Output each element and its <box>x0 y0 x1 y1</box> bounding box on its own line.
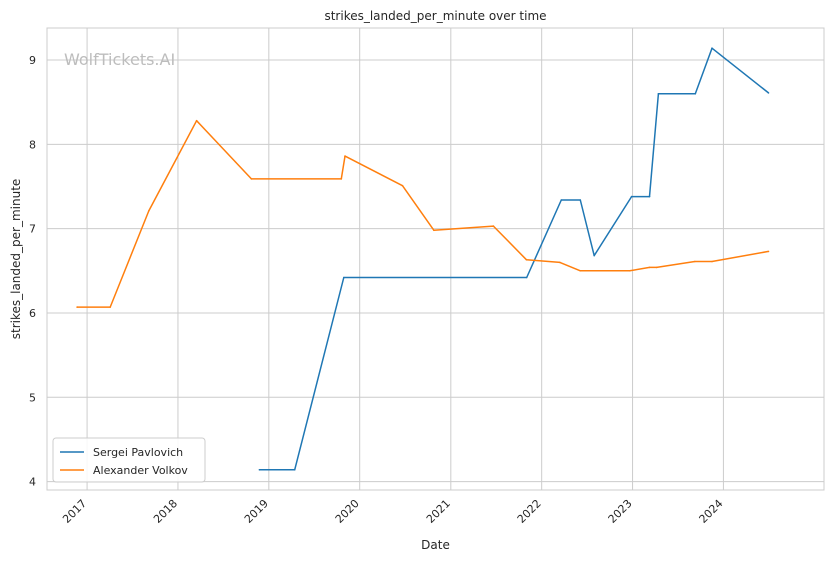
data-point-sergei-pavlovich <box>711 47 713 49</box>
legend: Sergei Pavlovich Alexander Volkov <box>52 437 206 483</box>
data-point-alexander-volkov <box>250 178 253 180</box>
data-point-sergei-pavlovich <box>694 93 697 95</box>
y-tick-label: 9 <box>29 54 36 67</box>
data-point-alexander-volkov <box>579 270 582 272</box>
data-point-alexander-volkov <box>344 155 346 157</box>
data-point-alexander-volkov <box>629 270 631 272</box>
data-point-alexander-volkov <box>148 210 150 212</box>
y-tick-label: 7 <box>29 223 36 236</box>
data-point-sergei-pavlovich <box>767 92 770 94</box>
data-point-sergei-pavlovich <box>560 199 563 201</box>
grid <box>47 28 824 490</box>
x-tick-label: 2024 <box>697 497 726 526</box>
data-point-sergei-pavlovich <box>657 93 660 95</box>
data-point-alexander-volkov <box>433 229 435 232</box>
data-point-alexander-volkov <box>648 266 651 269</box>
data-point-alexander-volkov <box>694 260 696 263</box>
data-point-sergei-pavlovich <box>293 469 296 471</box>
x-tick-label: 2021 <box>424 497 453 526</box>
watermark-text: WolfTickets.AI <box>64 50 175 69</box>
data-point-alexander-volkov <box>711 260 713 263</box>
data-point-alexander-volkov <box>559 261 561 264</box>
series-lines <box>76 47 770 471</box>
data-point-alexander-volkov <box>401 184 404 187</box>
x-tick-label: 2018 <box>151 497 180 526</box>
series-line-alexander-volkov <box>77 119 769 308</box>
x-tick-label: 2019 <box>242 497 271 526</box>
data-point-sergei-pavlovich <box>593 254 595 257</box>
data-point-alexander-volkov <box>109 306 111 308</box>
data-point-alexander-volkov <box>767 250 770 253</box>
y-tick-label: 6 <box>29 307 36 320</box>
data-point-sergei-pavlovich <box>525 276 528 279</box>
chart-title: strikes_landed_per_minute over time <box>324 9 546 23</box>
data-point-alexander-volkov <box>76 306 78 308</box>
plot-frame <box>46 27 825 491</box>
data-point-sergei-pavlovich <box>343 276 345 279</box>
x-tick-label: 2022 <box>515 497 544 526</box>
data-point-alexander-volkov <box>340 178 343 180</box>
x-tick-label: 2023 <box>606 497 635 526</box>
data-point-sergei-pavlovich <box>258 469 261 471</box>
data-point-alexander-volkov <box>655 266 658 269</box>
y-tick-label: 5 <box>29 391 36 404</box>
series-line-sergei-pavlovich <box>259 47 769 471</box>
y-tick-label: 4 <box>29 476 36 489</box>
y-tick-label: 8 <box>29 138 36 151</box>
x-tick-label: 2020 <box>333 497 362 526</box>
data-point-sergei-pavlovich <box>630 195 633 198</box>
data-point-alexander-volkov <box>525 259 528 261</box>
x-axis-title: Date <box>421 538 450 552</box>
x-tick-label: 2017 <box>60 497 89 526</box>
legend-label-alexander-volkov: Alexander Volkov <box>93 464 188 477</box>
y-axis-title: strikes_landed_per_minute <box>9 179 23 340</box>
data-point-alexander-volkov <box>492 225 495 227</box>
data-point-alexander-volkov <box>195 119 198 122</box>
data-point-sergei-pavlovich <box>579 199 582 201</box>
legend-box <box>52 437 206 483</box>
data-point-sergei-pavlovich <box>648 195 651 198</box>
legend-label-sergei-pavlovich: Sergei Pavlovich <box>93 446 183 459</box>
